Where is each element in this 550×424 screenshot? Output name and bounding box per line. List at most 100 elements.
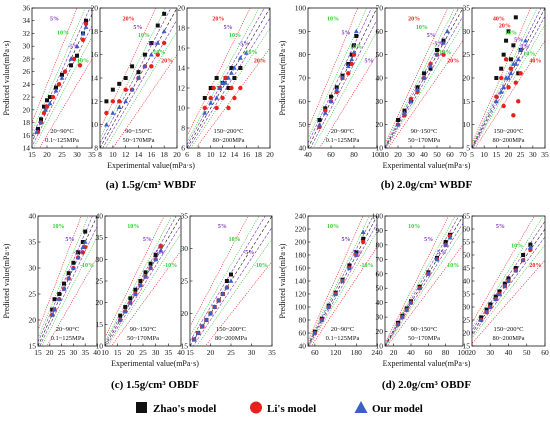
condition-temperature: 20~90°C	[50, 128, 73, 135]
x-tick-label: 20	[43, 150, 51, 159]
line-plus-10pct	[105, 216, 173, 342]
x-tick-label: 60	[311, 348, 319, 357]
x-tick-label: 60	[425, 348, 433, 357]
y-tick-label: 20	[463, 74, 471, 83]
point-li-model	[56, 82, 62, 87]
band-label: 10%	[57, 30, 69, 36]
x-tick-label: 8	[197, 150, 201, 159]
point-zhao-model	[214, 76, 219, 80]
line-minus-5pct	[102, 19, 177, 148]
line-minus-5pct	[310, 19, 377, 148]
x-tick-label: 25	[58, 348, 66, 357]
point-our-model	[228, 278, 234, 283]
point-zhao-model	[202, 96, 207, 100]
point-zhao-model	[136, 70, 141, 75]
x-tick-label: 70	[459, 150, 467, 159]
y-tick-label: 26	[23, 67, 31, 76]
x-tick-label: 20	[46, 348, 54, 357]
point-our-model	[158, 248, 164, 253]
band-label: 5%	[50, 16, 59, 22]
chart-a-panel-2: 8 10 12 14 16 18 20 8 10 12 14 16 18 20 20% 5% 10% -5% -10…	[91, 4, 182, 160]
y-tick-label: 10	[376, 144, 384, 153]
x-tick-label: 12	[122, 150, 130, 159]
point-zhao-model	[117, 81, 122, 86]
band-label: -5%	[351, 250, 362, 256]
x-tick-label: 180	[351, 348, 363, 357]
chart-c-panel-1: 15 20 25 30 35 4015202530354010%5%-5%-10%20~9…	[29, 212, 102, 358]
y-tick-label: 50	[376, 50, 384, 59]
point-zhao-model	[61, 281, 66, 286]
band-label: -10%	[75, 58, 89, 64]
y-tick-label: 30	[96, 255, 104, 264]
y-tick-label: 16	[91, 50, 99, 59]
band-label: 10%	[53, 224, 65, 230]
point-our-model	[53, 88, 59, 93]
condition-pressure: 0.1~125MPa	[45, 137, 79, 144]
condition-pressure: 0.1~125MPa	[326, 335, 360, 342]
point-li-model	[226, 105, 231, 111]
point-our-model	[204, 317, 209, 322]
band-label: -10%	[360, 263, 374, 269]
line-plus-5pct	[32, 8, 91, 138]
chart-d: 60 120 180 240 40 60 80 100 120 140 160 180 200 220 24…	[278, 212, 549, 392]
condition-temperature: 20~90°C	[331, 128, 354, 135]
point-our-model	[104, 122, 109, 127]
x-tick-label: 10	[381, 150, 389, 159]
point-our-model	[317, 122, 322, 127]
y-tick-label: 16	[23, 131, 31, 140]
line-minus-10pct	[472, 244, 545, 339]
condition-temperature: 90~150°C	[411, 326, 438, 333]
point-our-model	[74, 43, 80, 48]
chart-b-panel-3: 5 10 15 20 25 30 35510152025303540%20%10%5%5%1…	[463, 4, 550, 160]
band-label: 20%	[447, 58, 459, 64]
point-li-model	[349, 61, 354, 67]
x-tick-label: 35	[268, 348, 276, 357]
x-tick-label: 16	[243, 150, 251, 159]
point-zhao-model	[118, 313, 123, 318]
point-our-model	[116, 104, 122, 109]
y-tick-label: 140	[295, 277, 307, 286]
band-label: 10%	[229, 33, 241, 39]
point-li-model	[80, 37, 86, 43]
x-tick-label: 25	[517, 150, 525, 159]
point-our-model	[399, 314, 405, 319]
point-zhao-model	[521, 253, 526, 257]
point-zhao-model	[60, 72, 64, 77]
line-plus-5pct	[100, 8, 172, 144]
point-zhao-model	[39, 117, 43, 122]
point-li-model	[104, 110, 109, 116]
point-our-model	[478, 317, 484, 322]
point-our-model	[61, 286, 67, 291]
x-tick-label: 12	[219, 150, 227, 159]
point-li-model	[518, 71, 523, 76]
band-label: 10%	[408, 224, 420, 230]
y-tick-label: 40	[29, 212, 37, 221]
point-zhao-model	[42, 104, 46, 109]
condition-pressure: 50~170MPa	[408, 137, 440, 144]
point-our-model	[360, 229, 366, 235]
point-zhao-model	[323, 106, 328, 111]
y-tick-label: 220	[295, 225, 307, 234]
band-label: 10%	[523, 51, 535, 57]
point-our-model	[127, 300, 133, 305]
line-plus-10pct	[32, 8, 86, 133]
x-axis-label: Experimental value(mPa·s)	[111, 359, 199, 368]
point-zhao-model	[329, 94, 333, 99]
point-zhao-model	[428, 66, 433, 71]
point-our-model	[148, 265, 153, 270]
point-our-model	[415, 87, 420, 92]
y-tick-label: 25	[463, 50, 471, 59]
point-li-model	[214, 105, 219, 111]
point-li-model	[506, 85, 511, 90]
y-tick-label: 60	[299, 329, 307, 338]
point-zhao-model	[143, 270, 148, 275]
point-zhao-model	[513, 15, 518, 20]
legend-label: Li's model	[267, 403, 316, 415]
y-tick-label: 20	[376, 327, 384, 336]
point-li-model	[516, 99, 521, 104]
line-plus-10pct	[38, 216, 89, 339]
y-tick-label: 10	[463, 120, 471, 129]
band-label: 5%	[365, 58, 374, 64]
condition-temperature: 90~150°C	[130, 326, 157, 333]
point-zhao-model	[226, 86, 231, 90]
